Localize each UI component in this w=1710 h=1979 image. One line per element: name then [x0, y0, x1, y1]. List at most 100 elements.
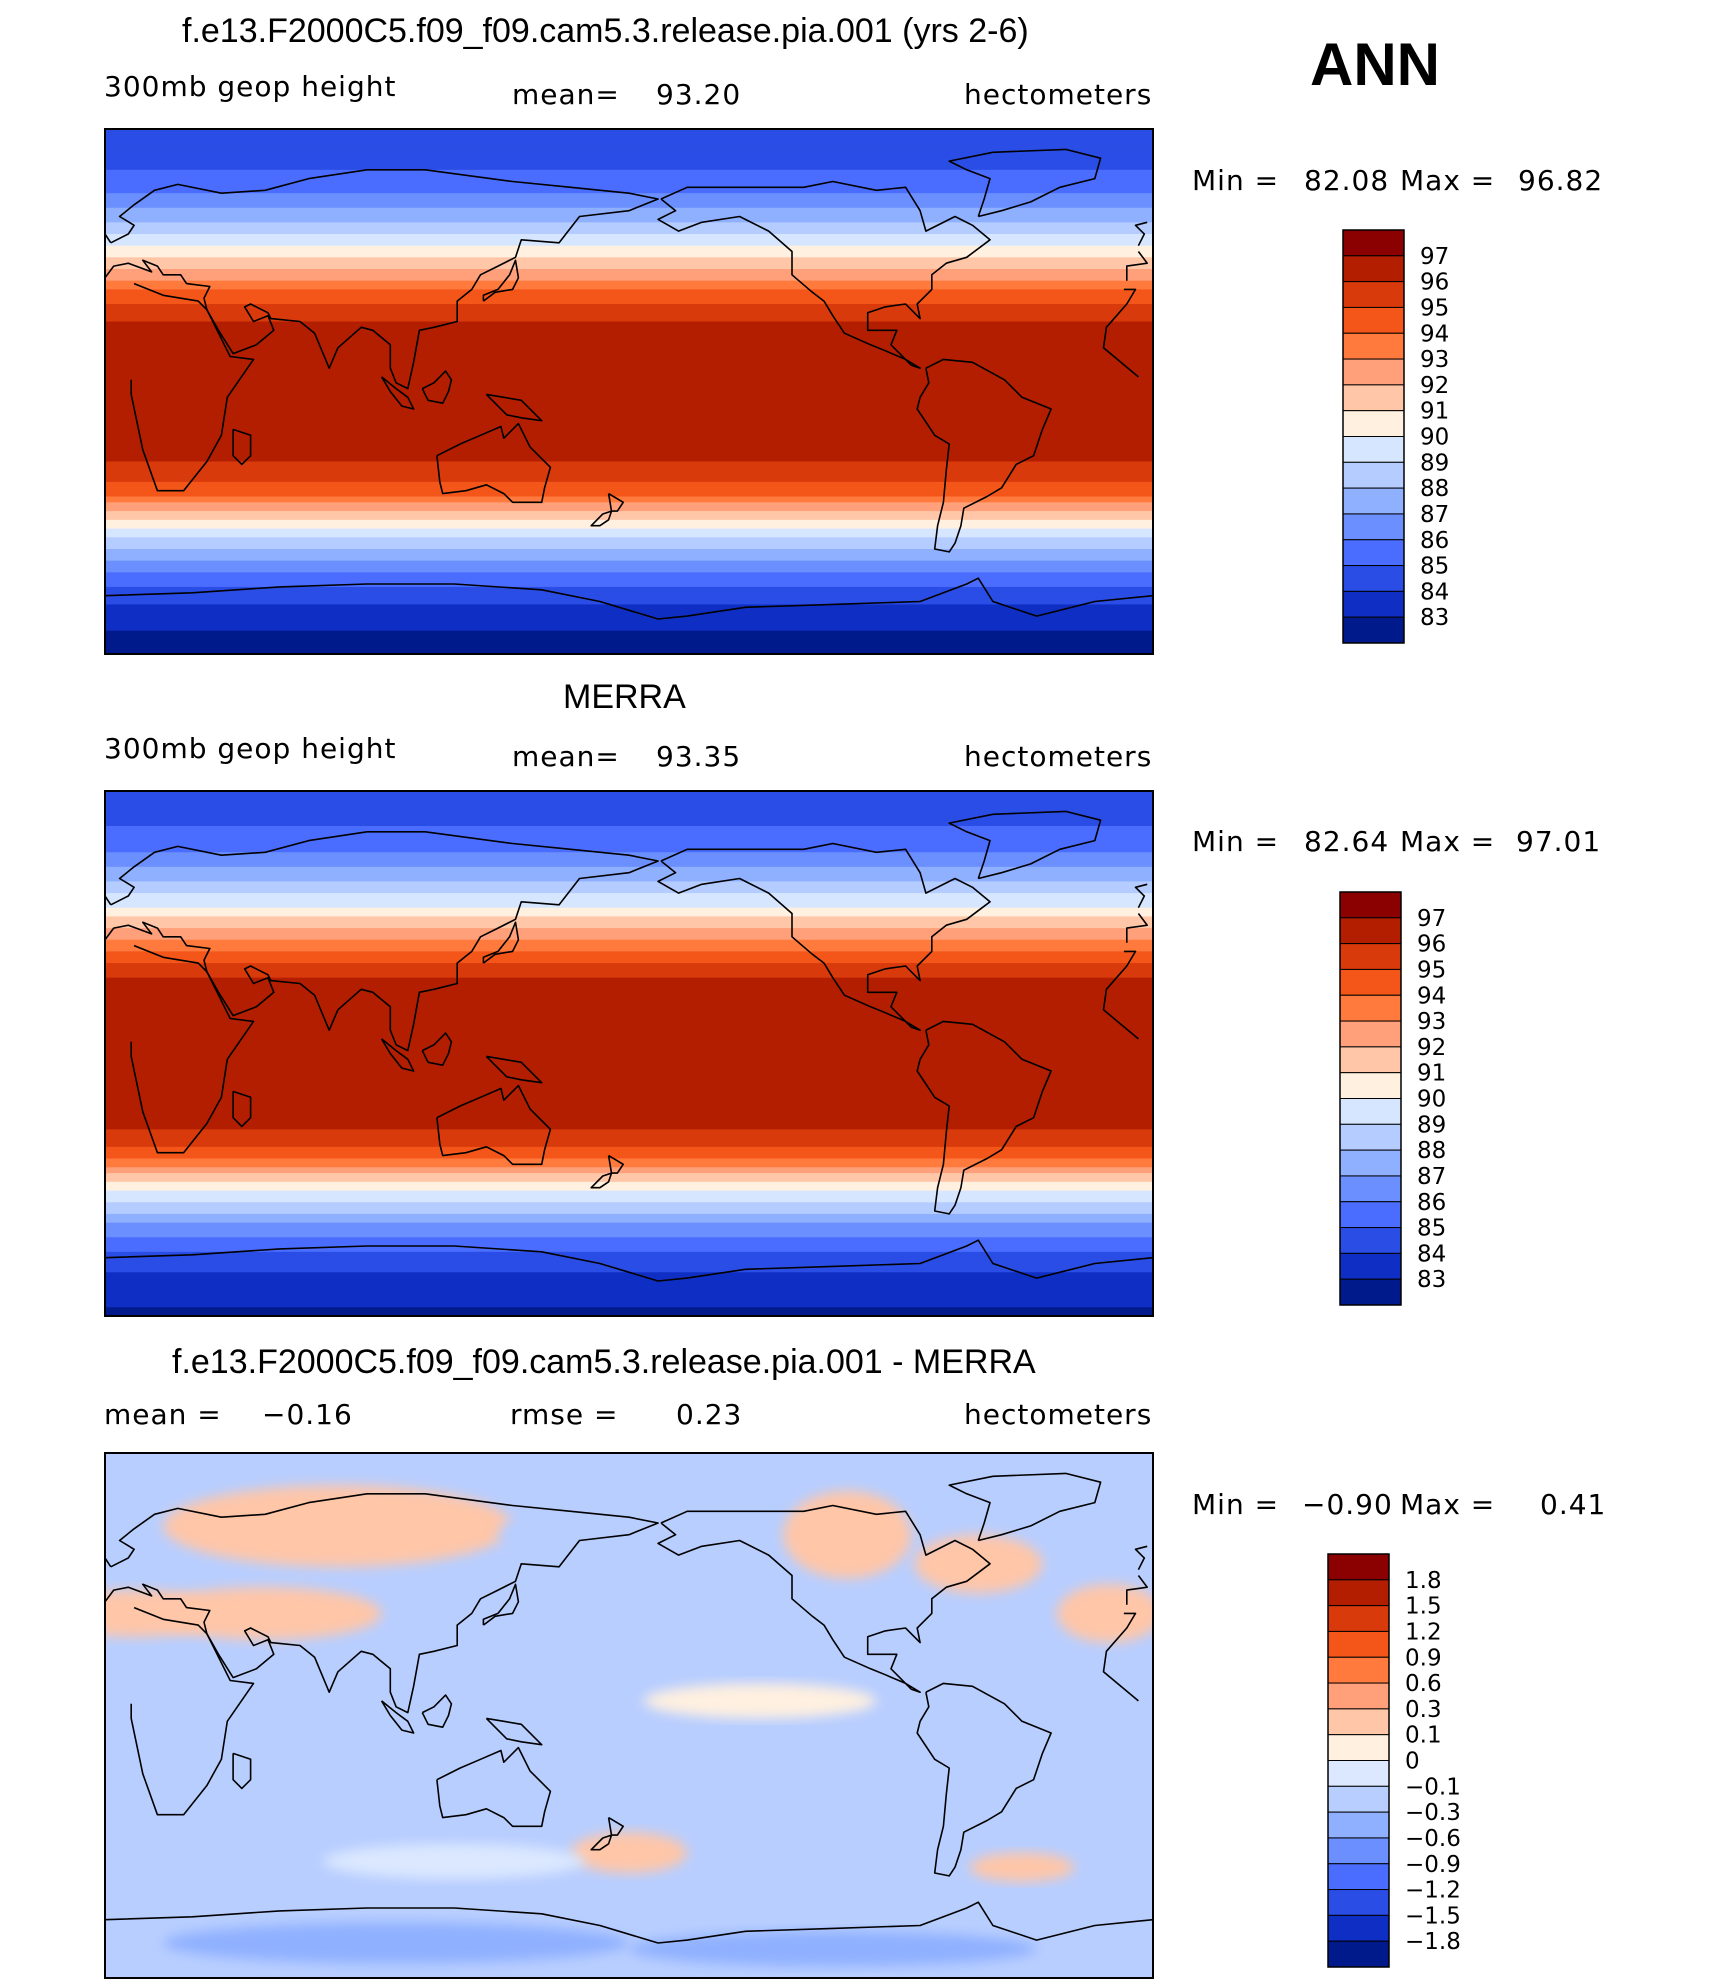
contour-band — [105, 1196, 1153, 1200]
contour-band — [105, 446, 1153, 451]
contour-band — [105, 651, 1153, 654]
contour-band — [105, 166, 1153, 171]
colorbar-level-label: 92 — [1420, 373, 1449, 399]
contour-band — [105, 1158, 1153, 1163]
colorbar-swatch — [1339, 1252, 1402, 1280]
contour-band — [105, 834, 1153, 839]
contour-band — [105, 1301, 1153, 1305]
contour-band — [105, 423, 1153, 428]
contour-band — [105, 1246, 1153, 1250]
contour-band — [105, 998, 1153, 1002]
contour-band — [105, 1091, 1153, 1095]
coastline — [105, 577, 1153, 620]
colorbar-level-label: 96 — [1420, 270, 1449, 296]
contour-band — [105, 131, 1153, 136]
contour-band — [105, 1231, 1153, 1235]
contour-band — [105, 1266, 1153, 1270]
contour-band — [105, 1283, 1153, 1288]
contour-band — [105, 916, 1153, 920]
contour-band — [105, 1015, 1153, 1020]
colorbar-swatch — [1327, 1656, 1390, 1684]
contour-band — [105, 143, 1153, 148]
contour-band — [105, 231, 1153, 235]
colorbar-swatch — [1339, 917, 1402, 945]
coastline — [657, 842, 991, 1031]
contour-band — [105, 846, 1153, 850]
colorbar-swatch — [1342, 384, 1405, 412]
obs-variable: 300mb geop height — [104, 732, 397, 765]
contour-band — [105, 490, 1153, 495]
contour-band — [105, 922, 1153, 926]
colorbar-level-label: 86 — [1417, 1190, 1446, 1216]
contour-band — [105, 204, 1153, 209]
contour-band — [105, 1254, 1153, 1259]
contour-band — [105, 304, 1153, 308]
map-frame — [104, 1452, 1154, 1979]
contour-band — [105, 852, 1153, 856]
contour-band — [105, 563, 1153, 568]
contour-band — [105, 178, 1153, 183]
colorbar-level-label: −0.6 — [1405, 1826, 1461, 1852]
contour-band — [105, 802, 1153, 807]
contour-band — [105, 1138, 1153, 1142]
contour-band — [105, 805, 1153, 810]
contour-band — [105, 134, 1153, 139]
colorbar-swatch — [1342, 590, 1405, 618]
contour-band — [105, 1176, 1153, 1180]
colorbar-level-label: 91 — [1420, 399, 1449, 425]
contour-band — [105, 928, 1153, 932]
coastline — [232, 428, 252, 466]
contour-band — [105, 1164, 1153, 1168]
contour-band — [105, 977, 1153, 982]
colorbar-swatch — [1342, 358, 1405, 386]
contour-band — [105, 808, 1153, 813]
contour-band — [105, 1085, 1153, 1090]
contour-band — [105, 554, 1153, 559]
diff-anomaly-region — [783, 1490, 912, 1579]
contour-band — [105, 1114, 1153, 1119]
contour-band — [105, 356, 1153, 361]
contour-band — [105, 861, 1153, 865]
contour-band — [105, 791, 1153, 795]
contour-band — [105, 333, 1153, 337]
contour-band — [105, 840, 1153, 845]
contour-band — [105, 1111, 1153, 1116]
coastline — [590, 1172, 613, 1189]
contour-band — [105, 315, 1153, 320]
diff-anomaly-region — [1056, 1584, 1153, 1643]
contour-band — [105, 931, 1153, 935]
contour-band — [105, 881, 1153, 885]
colorbar-level-label: −1.5 — [1405, 1903, 1461, 1929]
contour-band — [105, 890, 1153, 894]
contour-band — [105, 1021, 1153, 1025]
model-min-label: Min = — [1192, 164, 1280, 197]
contour-band — [105, 1219, 1153, 1224]
colorbar-swatch — [1339, 1098, 1402, 1125]
obs-mean-value: 93.35 — [656, 740, 742, 773]
contour-band — [105, 1076, 1153, 1081]
colorbar-level-label: 84 — [1417, 1241, 1446, 1267]
contour-band — [105, 193, 1153, 197]
contour-band — [105, 379, 1153, 384]
contour-band — [105, 983, 1153, 988]
contour-band — [105, 887, 1153, 891]
contour-band — [105, 963, 1153, 967]
coastline — [421, 370, 453, 404]
contour-band — [105, 201, 1153, 206]
colorbar-swatch — [1339, 1175, 1402, 1203]
diff-max-value: 0.41 — [1540, 1488, 1607, 1521]
colorbar-swatch — [1342, 436, 1405, 463]
colorbar-swatch — [1342, 281, 1405, 308]
contour-band — [105, 823, 1153, 827]
contour-band — [105, 945, 1153, 950]
diff-anomaly-region — [541, 1613, 833, 1672]
contour-band — [105, 225, 1153, 229]
contour-band — [105, 954, 1153, 958]
coastline — [105, 169, 1148, 390]
contour-band — [105, 1033, 1153, 1037]
contour-band — [105, 1047, 1153, 1052]
contour-band — [105, 1234, 1153, 1238]
contour-band — [105, 347, 1153, 352]
contour-band — [105, 1050, 1153, 1055]
contour-band — [105, 266, 1153, 270]
